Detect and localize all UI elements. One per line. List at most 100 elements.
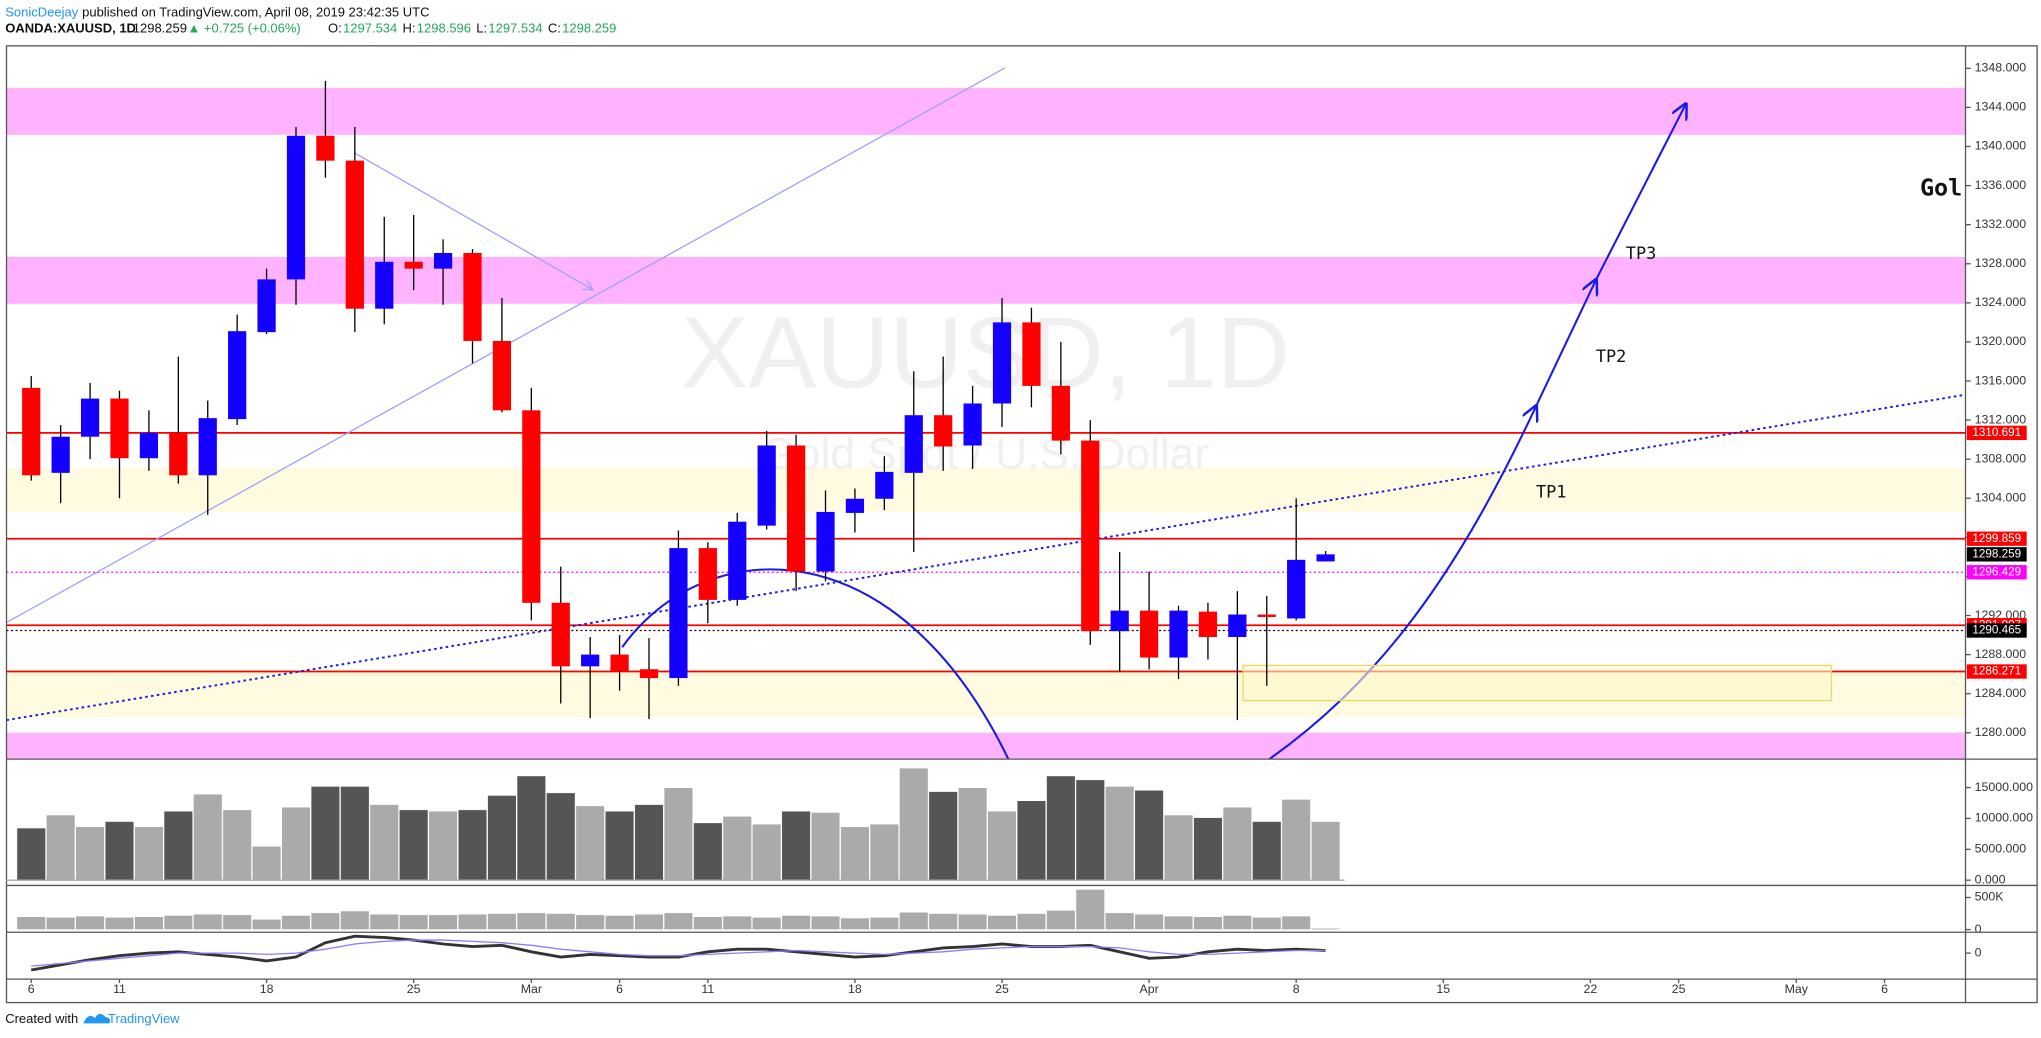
- indicator-bar: [781, 915, 811, 930]
- candle-body: [551, 602, 570, 667]
- price-axis-bg: [1965, 45, 2038, 1003]
- candle-body: [698, 548, 717, 600]
- oscillator-line: [30, 934, 1326, 972]
- candle-body: [257, 279, 276, 333]
- volume-bar: [634, 804, 664, 881]
- volume-bar: [487, 795, 517, 881]
- annotation: TP2: [1596, 346, 1627, 366]
- y-tick-label: 1332.000: [1975, 217, 2027, 231]
- annotation: TP3: [1626, 243, 1657, 263]
- x-tick-label: 6: [1881, 982, 1888, 996]
- change: ▲ +0.725 (+0.06%): [187, 20, 300, 35]
- candle-body: [345, 160, 364, 309]
- y-tick-label: 1336.000: [1975, 178, 2027, 192]
- price-label: 1286.271: [1972, 665, 2021, 678]
- indicator-bar: [987, 915, 1017, 930]
- indicator-bar: [634, 913, 664, 930]
- indicator-bar: [810, 915, 841, 930]
- y-tick-label: 1304.000: [1975, 491, 2027, 505]
- drawings: [6, 67, 1966, 760]
- indicator-bar: [1281, 915, 1311, 930]
- volume-bar: [840, 826, 870, 881]
- candle-body: [1316, 554, 1335, 562]
- volume-bar: [575, 805, 605, 881]
- indicator-bar: [457, 913, 488, 930]
- indicator-bar: [1105, 912, 1135, 930]
- candle-body: [169, 432, 188, 476]
- y-tick-label: 1312.000: [1975, 412, 2027, 426]
- y-tick-label: 1324.000: [1975, 295, 2027, 309]
- author[interactable]: SonicDeejay: [5, 5, 78, 20]
- y-tick-label: 1308.000: [1975, 451, 2027, 465]
- y-tick-label: 1316.000: [1975, 373, 2027, 387]
- projection-curve: [1267, 406, 1536, 760]
- volume-bar: [46, 814, 76, 881]
- footer-brand[interactable]: TradingView: [108, 1011, 180, 1026]
- candle-body: [816, 511, 835, 572]
- y-tick-label: 15000.000: [1975, 780, 2034, 794]
- published: published on TradingView.com, April 08, …: [82, 5, 429, 20]
- price-label-box: [1966, 664, 2027, 679]
- volume-bar: [457, 809, 488, 881]
- indicator-bar: [605, 915, 635, 930]
- y-tick-label: 0: [1975, 922, 1982, 936]
- candle-body: [51, 436, 70, 473]
- volume-bar: [222, 809, 252, 881]
- candle-body: [757, 445, 776, 526]
- candle-body: [669, 548, 688, 679]
- arc: [621, 568, 1010, 760]
- indicator-bar: [310, 912, 340, 930]
- x-tick-label: 6: [28, 982, 35, 996]
- panes: [5, 45, 2038, 1004]
- volume-bar: [605, 810, 635, 881]
- x-tick-label: 22: [1583, 982, 1597, 996]
- indicator-bar: [163, 915, 193, 930]
- indicator-bar: [487, 913, 517, 930]
- candle-body: [934, 415, 953, 447]
- ohlc-value: 1297.534: [343, 20, 397, 35]
- volume-bar: [1193, 817, 1223, 881]
- volume-bar: [340, 786, 370, 881]
- volume-bar: [281, 806, 311, 881]
- y-tick-label: 10000.000: [1975, 811, 2034, 825]
- target-box: [1242, 664, 1833, 702]
- price-label-box: [1966, 565, 2027, 580]
- volume-bar: [987, 810, 1017, 881]
- indicator-bar: [46, 917, 76, 930]
- candle-body: [1081, 440, 1100, 632]
- candle-body: [80, 398, 100, 437]
- y-tick-label: 1348.000: [1975, 61, 2027, 75]
- volume-bar: [1252, 821, 1282, 881]
- y-tick-label: 1320.000: [1975, 334, 2027, 348]
- candle-body: [1228, 614, 1247, 638]
- oscillator-line: [31, 939, 1326, 967]
- indicator-bar: [193, 913, 223, 930]
- candle-body: [22, 387, 41, 476]
- frame: [5, 45, 2038, 1004]
- candle-body: [1022, 322, 1041, 386]
- ohlc: O: 1297.534 H: 1298.596 L: 1297.534 C: 1298.259: [328, 20, 616, 35]
- volume-bar: [958, 787, 988, 881]
- ohlc-label: C:: [548, 20, 561, 35]
- y-tick-label: 1340.000: [1975, 139, 2027, 153]
- zone: [6, 256, 1966, 304]
- watermark-description: Gold Spot / U.S. Dollar: [762, 430, 1210, 479]
- x-tick-label: Mar: [521, 982, 542, 996]
- x-tick-label: 11: [113, 982, 126, 996]
- price-label-box: [1966, 531, 2027, 546]
- price-label: 1290.465: [1972, 624, 2021, 637]
- indicator-bar: [16, 916, 46, 930]
- candle-body: [404, 261, 423, 269]
- annotation: TP1: [1536, 481, 1567, 501]
- indicator-bar: [1134, 913, 1164, 930]
- x-tick-label: Apr: [1139, 982, 1158, 996]
- footer-text: Created with: [5, 1011, 78, 1026]
- candle-body: [1169, 610, 1188, 658]
- indicator-bar: [1252, 917, 1282, 930]
- candles: [22, 81, 1335, 721]
- volume-bar: [1281, 799, 1311, 881]
- ohlc-label: L:: [476, 20, 487, 35]
- symbol: OANDA:XAUUSD, 1D: [5, 20, 136, 35]
- ohlc-label: H:: [402, 20, 415, 35]
